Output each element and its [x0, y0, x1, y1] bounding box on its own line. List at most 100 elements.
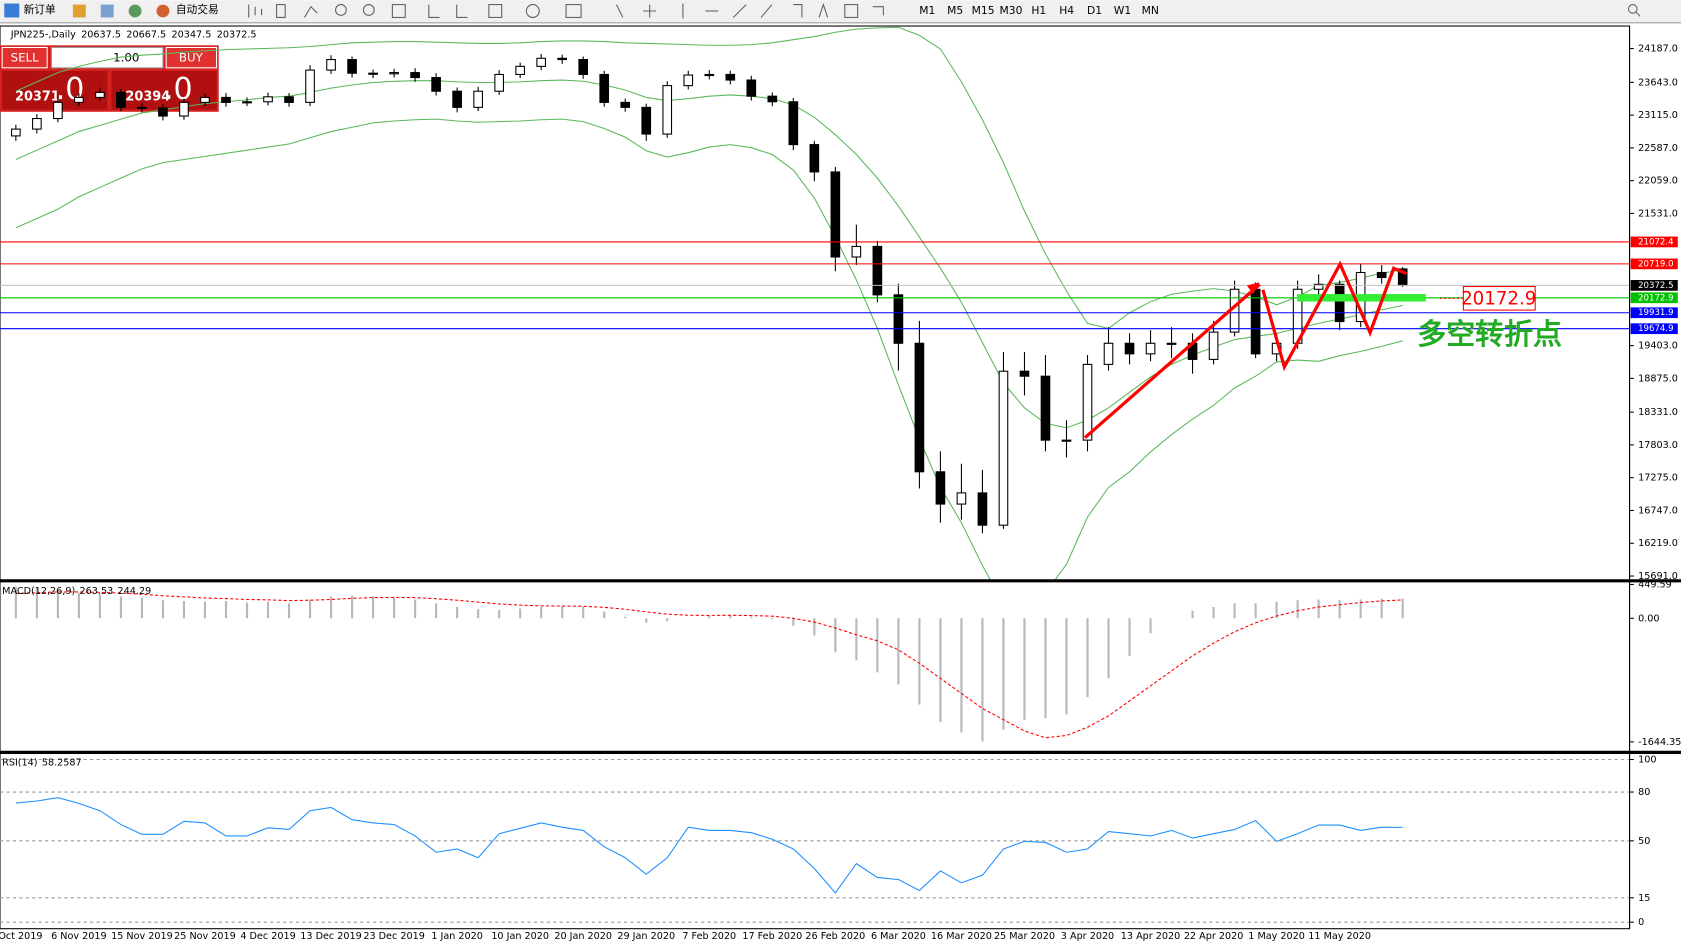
- level-label-box: [1630, 323, 1678, 335]
- auto-trading-button[interactable]: 自动交易: [176, 3, 219, 16]
- y-tick-label: 16219.0: [1638, 538, 1678, 549]
- x-tick-label: 15 Nov 2019: [111, 931, 173, 942]
- new-order-icon[interactable]: [4, 3, 20, 18]
- x-tick-label: 25 Nov 2019: [174, 931, 236, 942]
- buy-fraction[interactable]: .0: [164, 72, 193, 107]
- y-tick-label: 19403.0: [1638, 341, 1678, 352]
- timeframe-button[interactable]: W1: [1114, 4, 1131, 17]
- candle-body: [494, 73, 504, 92]
- ohlc-value: 20372.5: [217, 30, 257, 41]
- candle-body: [305, 69, 315, 103]
- chart-title: JPN225-,Daily: [10, 30, 76, 41]
- candle-body: [515, 65, 525, 75]
- annotation-price: 20172.9: [1461, 288, 1536, 309]
- candle-body: [11, 128, 21, 137]
- y-tick-label: 17803.0: [1638, 440, 1678, 451]
- candle-body: [830, 171, 841, 258]
- indicator-value: 263.53: [80, 586, 114, 597]
- candle-body: [1334, 283, 1345, 323]
- candle-body: [557, 57, 568, 61]
- candle-body: [704, 73, 715, 77]
- candle-body: [935, 471, 946, 505]
- y-tick-label: 15691.0: [1638, 571, 1678, 582]
- indicator-value: 58.2587: [42, 758, 82, 769]
- candle-body: [1124, 342, 1135, 355]
- level-label: 20172.9: [1638, 293, 1673, 303]
- candle-body: [137, 106, 147, 109]
- timeframe-button[interactable]: M5: [947, 4, 963, 17]
- timeframe-button[interactable]: M1: [919, 4, 935, 17]
- sell-label[interactable]: SELL: [11, 51, 39, 65]
- candle-body: [641, 106, 652, 135]
- tool-icon[interactable]: [128, 4, 142, 18]
- timeframe-button[interactable]: MN: [1142, 4, 1159, 17]
- candle-body: [683, 74, 694, 87]
- candle-body: [956, 492, 967, 505]
- buy-price-box[interactable]: [111, 71, 217, 110]
- y-tick-label: 24187.0: [1638, 44, 1678, 55]
- volume-value[interactable]: 1.00: [113, 51, 139, 65]
- x-tick-label: 13 Dec 2019: [300, 931, 362, 942]
- x-tick-label: 22 Apr 2020: [1184, 931, 1244, 942]
- candle-body: [1040, 375, 1051, 441]
- y-tick-label: 100: [1638, 754, 1656, 765]
- y-tick-label: 22059.0: [1638, 176, 1678, 187]
- candle-body: [620, 101, 631, 108]
- chart-header: JPN225-,Daily 20637.5 20667.5 20347.5 20372.…: [10, 30, 257, 41]
- sell-price[interactable]: 20371: [15, 89, 60, 104]
- candle-body: [221, 96, 231, 103]
- y-tick-label: 23115.0: [1638, 110, 1678, 121]
- candle-body: [977, 492, 988, 526]
- y-tick-label: 50: [1638, 836, 1650, 847]
- indicator-value: 244.29: [118, 586, 152, 597]
- rsi-plot: [15, 797, 1403, 894]
- candle-body: [158, 107, 168, 117]
- x-tick-label: 1 May 2020: [1248, 931, 1305, 942]
- candle-body: [893, 294, 904, 344]
- buy-price[interactable]: 20394: [125, 89, 170, 104]
- candle-body: [851, 245, 862, 258]
- candle-body: [998, 370, 1009, 526]
- candle-body: [725, 73, 736, 81]
- timeframe-button[interactable]: D1: [1087, 4, 1102, 17]
- timeframe-button[interactable]: M30: [1000, 4, 1023, 17]
- candle-body: [1019, 370, 1030, 377]
- y-tick-label: 0.00: [1638, 613, 1659, 624]
- tool-icons[interactable]: [248, 2, 1641, 19]
- volume-input[interactable]: [50, 46, 164, 69]
- x-tick-label: 11 May 2020: [1308, 931, 1371, 942]
- level-label-box: [1630, 258, 1678, 270]
- bollinger-band: [15, 118, 1403, 580]
- bid-label: 20372.5: [1638, 281, 1673, 291]
- candle-body: [578, 59, 589, 75]
- annotation-label: 多空转折点: [1417, 317, 1562, 351]
- candle-body: [368, 72, 378, 75]
- y-tick-label: 17275.0: [1638, 473, 1678, 484]
- candle-body: [452, 90, 462, 108]
- y-tick-label: 18875.0: [1638, 373, 1678, 384]
- zigzag: [1261, 260, 1408, 372]
- timeframe-button[interactable]: H1: [1031, 4, 1046, 17]
- buy-label[interactable]: BUY: [179, 51, 204, 65]
- candle-body: [1166, 342, 1177, 345]
- tool-icon[interactable]: [100, 4, 114, 18]
- candle-body: [872, 245, 883, 296]
- candle-body: [767, 95, 778, 103]
- timeframe-button[interactable]: M15: [972, 4, 995, 17]
- tool-icon[interactable]: [72, 4, 86, 18]
- new-order-button[interactable]: 新订单: [24, 3, 56, 16]
- candle-body: [746, 79, 757, 97]
- sell-button[interactable]: [1, 46, 48, 69]
- bollinger-band: [15, 26, 1403, 329]
- candle-body: [1103, 342, 1114, 365]
- auto-trading-icon[interactable]: [156, 4, 170, 18]
- x-tick-label: 23 Dec 2019: [363, 931, 425, 942]
- y-tick-label: -1644.35: [1638, 737, 1681, 748]
- y-tick-label: 80: [1638, 787, 1650, 798]
- ohlc-value: 20667.5: [126, 30, 166, 41]
- support-bar: [1297, 294, 1426, 302]
- y-tick-label: 22587.0: [1638, 143, 1678, 154]
- y-tick-label: 21531.0: [1638, 208, 1678, 219]
- macd-plot: [14, 586, 1404, 742]
- timeframe-button[interactable]: H4: [1059, 4, 1074, 17]
